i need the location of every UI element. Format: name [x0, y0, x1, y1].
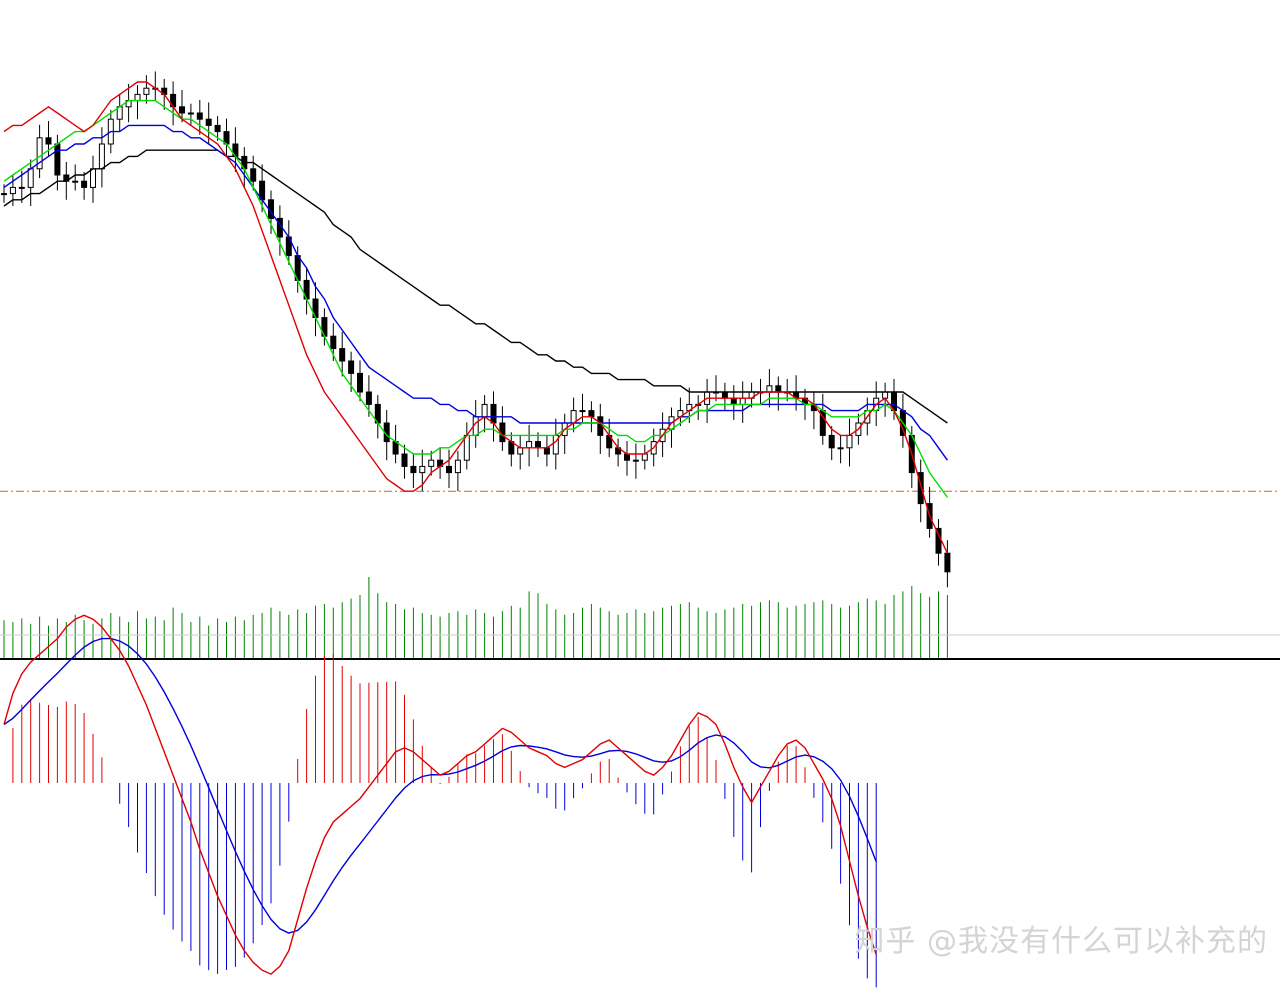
candle-body — [846, 434, 853, 449]
candle-body — [481, 403, 488, 418]
macd-pane — [3, 614, 877, 988]
candle-body — [517, 447, 524, 455]
candle-body — [45, 137, 52, 145]
candle-body — [205, 118, 212, 126]
candle-body — [98, 143, 105, 170]
candle-body — [463, 434, 470, 461]
candle-body — [90, 168, 96, 188]
candle-body — [882, 391, 889, 399]
candle-body — [179, 106, 185, 114]
candle-body — [365, 391, 372, 405]
candle-body — [739, 397, 746, 405]
candle-body — [348, 360, 355, 374]
candle-body — [134, 93, 141, 102]
candle-body — [641, 453, 648, 461]
macd-line — [3, 614, 877, 975]
candle-body — [446, 465, 452, 474]
ma-fast-line — [3, 81, 949, 554]
candle-body — [721, 391, 728, 399]
candle-body — [36, 137, 43, 170]
candle-body — [944, 552, 951, 573]
watermark: 知乎 @我没有什么可以补充的 — [854, 924, 1268, 959]
candle-body — [9, 186, 16, 195]
candle-body — [828, 434, 835, 449]
candle-body — [214, 124, 221, 133]
candle-body — [837, 447, 844, 450]
candle-body — [766, 385, 773, 393]
candle-body — [624, 453, 630, 461]
candle-body — [730, 397, 737, 405]
candle-body — [339, 348, 346, 362]
candle-body — [1, 193, 7, 196]
candle-body — [632, 459, 639, 462]
candle-body — [535, 441, 541, 449]
candle-body — [588, 410, 595, 418]
candle-body — [81, 180, 88, 188]
candle-body — [143, 87, 150, 95]
price-pane — [0, 71, 1280, 588]
ma-long-line — [3, 149, 948, 424]
candle-body — [401, 453, 408, 467]
volume-pane — [0, 577, 1280, 660]
candle-body — [775, 385, 782, 393]
candle-body — [250, 168, 257, 182]
candle-body — [410, 465, 417, 474]
candle-body — [526, 441, 533, 449]
candle-body — [490, 403, 497, 424]
candle-body — [579, 410, 586, 413]
candle-body — [428, 459, 435, 467]
candle-body — [27, 168, 34, 188]
ma-slow-line — [3, 124, 948, 461]
candle-body — [543, 447, 550, 455]
candle-body — [917, 472, 924, 505]
candle-body — [454, 459, 461, 474]
candle-body — [419, 465, 426, 474]
candle-body — [54, 143, 61, 176]
candle-body — [72, 180, 79, 183]
candle-body — [18, 186, 25, 189]
candle-body — [330, 335, 337, 350]
candle-body — [187, 112, 194, 115]
candle-body — [196, 112, 203, 120]
candle-body — [357, 372, 363, 393]
ma-mid-line — [3, 99, 948, 498]
